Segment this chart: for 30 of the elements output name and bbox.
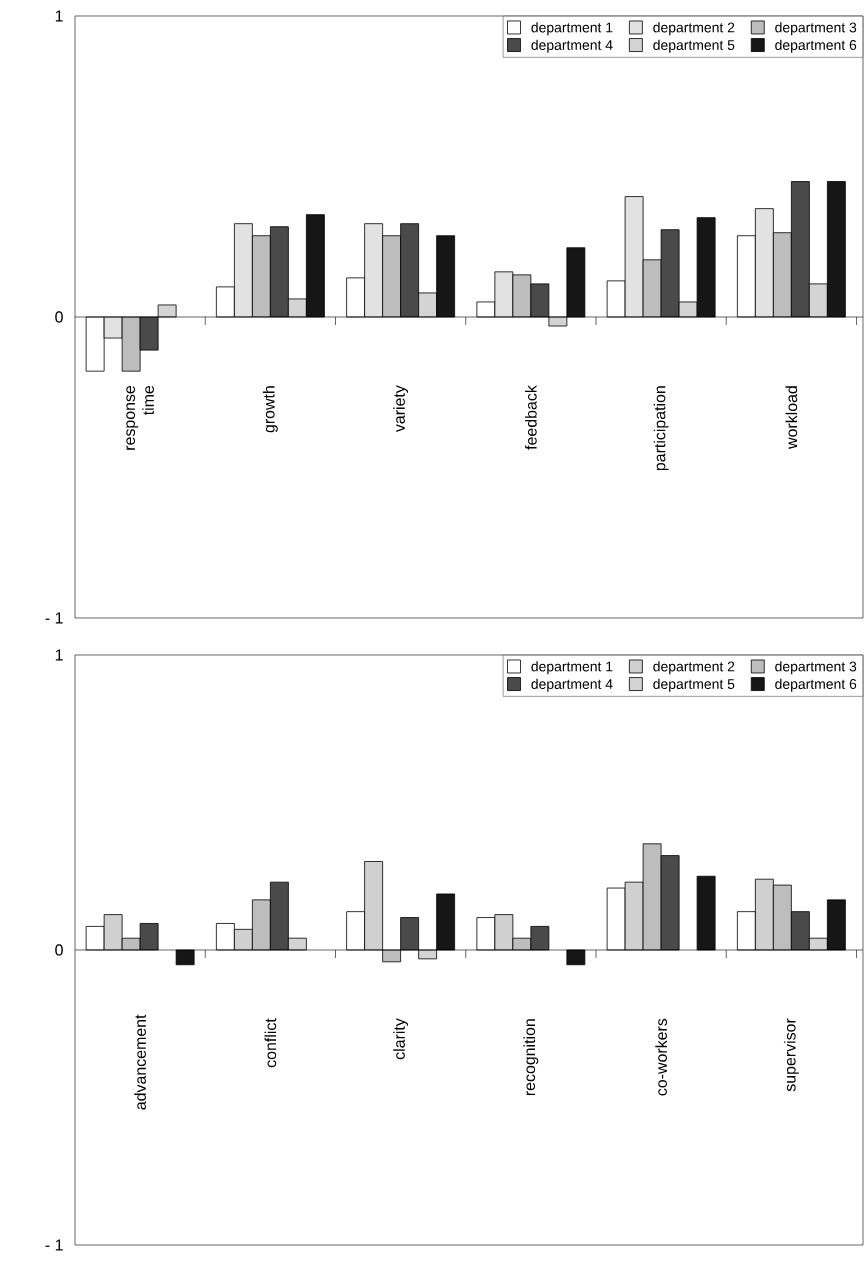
legend-label: department 1 [531, 661, 613, 675]
legend-label: department 4 [531, 39, 613, 53]
y-tick-label: 0 [55, 311, 63, 323]
legend-label: department 6 [775, 39, 857, 53]
x-tick-label: growth [262, 386, 278, 433]
legend-label: department 3 [775, 22, 857, 36]
legend-label: department 2 [653, 22, 735, 36]
x-tick-label: supervisor [783, 1018, 799, 1092]
y-tick-label: 0 [55, 944, 63, 956]
legend-label: department 6 [775, 678, 857, 692]
x-tick-label: variety [393, 385, 409, 433]
x-tick-label: clarity [393, 1018, 409, 1060]
x-tick-label: advancement [134, 1014, 146, 1110]
x-tick-label: co-workers [655, 1018, 667, 1096]
legend-label: department 4 [531, 678, 613, 692]
x-tick-label: feedback [525, 385, 537, 450]
x-tick-label: conflict [264, 1018, 277, 1068]
legend-label: department 5 [653, 39, 735, 53]
y-tick-label: - 1 [45, 612, 63, 624]
y-tick-label: 1 [55, 10, 63, 22]
y-tick-label: - 1 [45, 1239, 63, 1251]
legend-label: department 3 [775, 661, 857, 675]
legend-label: department 1 [531, 22, 613, 36]
x-tick-label: response time [126, 385, 154, 450]
legend-label: department 2 [653, 661, 735, 675]
x-tick-label: workload [785, 386, 798, 449]
x-tick-label: participation [653, 386, 669, 471]
y-tick-label: 1 [55, 649, 63, 661]
x-tick-label: recognition [523, 1019, 539, 1096]
legend-label: department 5 [653, 678, 735, 692]
